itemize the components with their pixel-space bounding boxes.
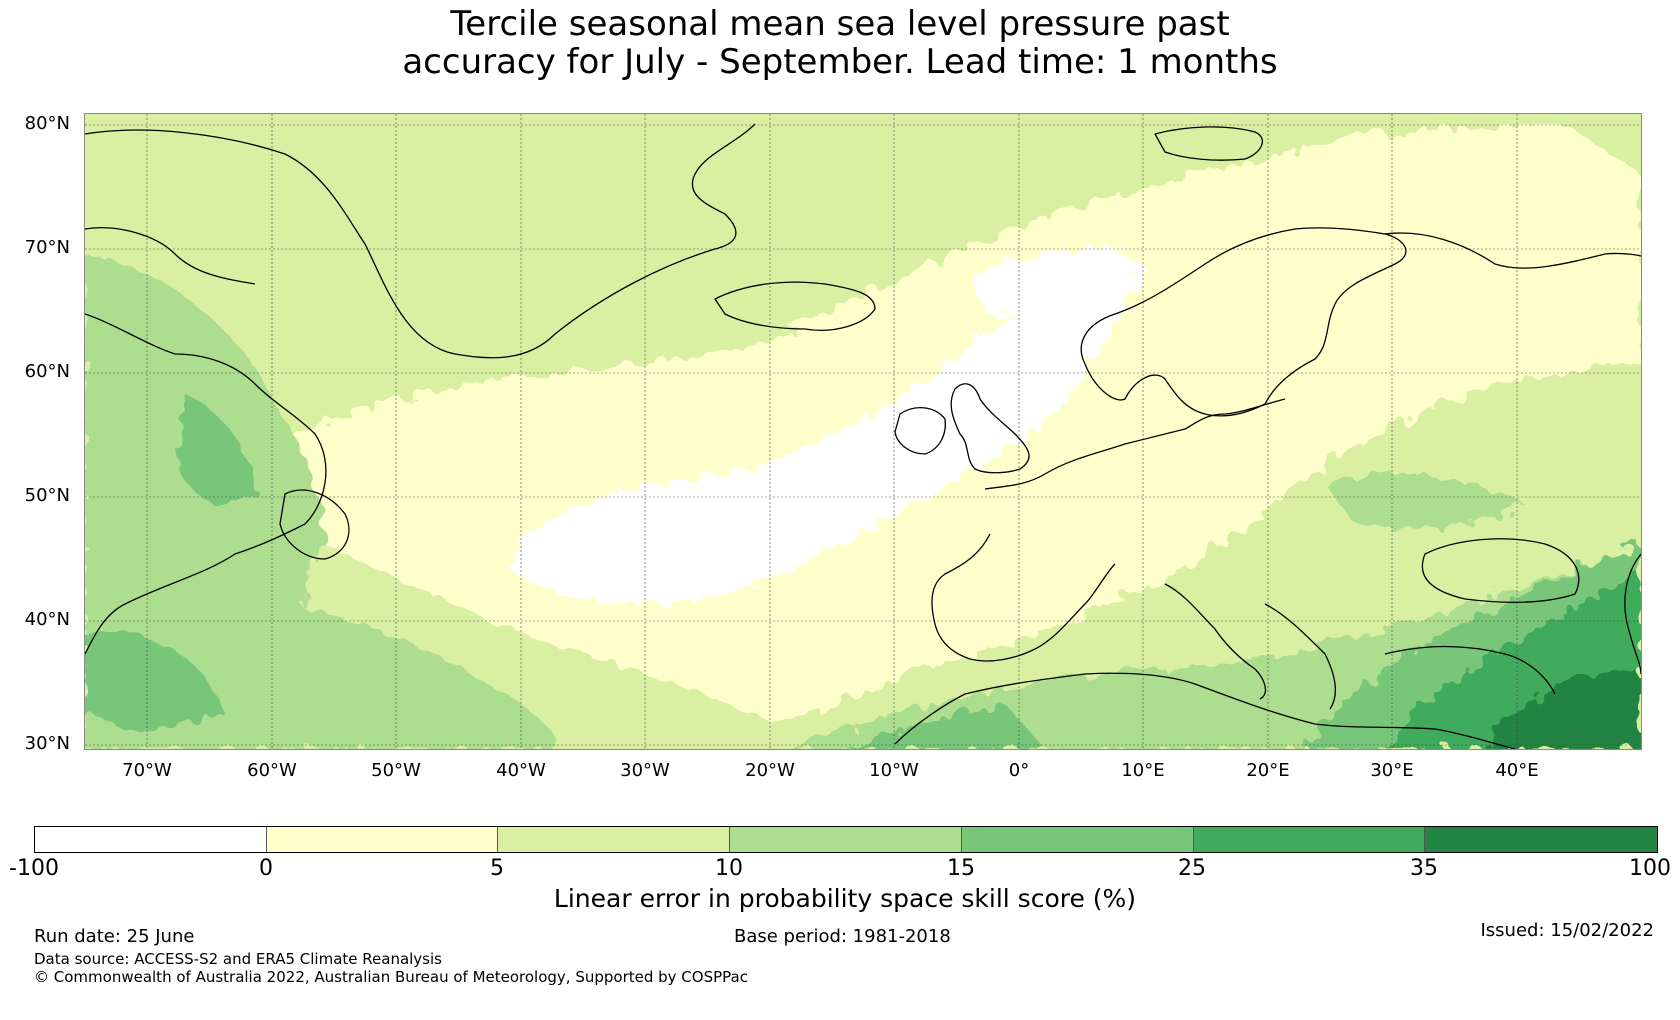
coastline-iberia [931,533,1116,662]
colorbar-label-25: 25 [1178,856,1206,881]
lon-label-40e: 40°E [1495,760,1539,781]
base-period: Base period: 1981-2018 [734,926,951,947]
lon-label-60w: 60°W [247,760,297,781]
coastline-europe [984,398,1286,490]
lon-label-30w: 30°W [620,760,670,781]
coastline-newfoundland [279,489,350,560]
colorbar-label-neg100: -100 [9,856,59,881]
run-date: Run date: 25 June [34,926,195,947]
coastline-north-africa [894,672,1516,749]
chart-title-line-1: Tercile seasonal mean sea level pressure… [450,4,1230,44]
coastline-balkans [1264,603,1337,710]
lat-label-80n: 80°N [24,113,70,134]
coastline-caspian [1624,553,1641,675]
skill-field [85,124,1641,749]
colorbar-label-35: 35 [1410,856,1438,881]
lon-label-30e: 30°E [1370,760,1414,781]
colorbar-segment-10-15 [730,827,962,852]
map-panel[interactable] [84,113,1642,750]
lon-label-40w: 40°W [496,760,546,781]
coastline-iceland [714,281,876,331]
coastline-ireland [894,407,946,455]
lon-label-20e: 20°E [1246,760,1290,781]
coastline-baffin [85,227,256,285]
issued-date: Issued: 15/02/2022 [1480,920,1654,941]
lon-label-10w: 10°W [869,760,919,781]
colorbar-segment-5-10 [498,827,731,852]
lon-label-0: 0° [1008,760,1030,781]
lon-label-70w: 70°W [122,760,172,781]
coastline-turkey [1384,645,1556,695]
lon-label-50w: 50°W [371,760,421,781]
data-source: Data source: ACCESS-S2 and ERA5 Climate … [34,950,442,968]
skill-score-map [85,114,1641,749]
lat-label-60n: 60°N [24,361,70,382]
coastline-britain [950,383,1030,474]
coastline-greenland [85,123,756,359]
colorbar-segment-25-35 [1193,827,1426,852]
colorbar-segment-15-25 [961,827,1194,852]
lat-label-50n: 50°N [24,485,70,506]
copyright: © Commonwealth of Australia 2022, Austra… [34,968,748,986]
colorbar-label-15: 15 [947,856,975,881]
coastlines [85,123,1641,749]
lon-label-20w: 20°W [745,760,795,781]
colorbar-title: Linear error in probability space skill … [553,884,1137,913]
colorbar-label-10: 10 [715,856,743,881]
colorbar [34,826,1658,853]
lat-label-70n: 70°N [24,237,70,258]
coastline-labrador [85,313,327,655]
coastline-russia-north [1384,232,1641,269]
colorbar-segment-0-5 [266,827,499,852]
graticule [85,114,1641,749]
colorbar-segment-neg100-0 [35,827,267,852]
coastline-scandinavia [1080,227,1407,417]
colorbar-label-5: 5 [490,856,504,881]
coastline-svalbard [1154,126,1264,161]
colorbar-label-100: 100 [1629,856,1671,881]
colorbar-segment-35-100 [1425,827,1657,852]
colorbar-label-0: 0 [259,856,273,881]
coastline-black-sea [1421,538,1580,603]
lat-label-40n: 40°N [24,609,70,630]
lon-label-10e: 10°E [1121,760,1165,781]
lat-label-30n: 30°N [24,733,70,754]
coastline-italy [1164,583,1267,700]
chart-title-line-2: accuracy for July - September. Lead time… [402,42,1278,82]
